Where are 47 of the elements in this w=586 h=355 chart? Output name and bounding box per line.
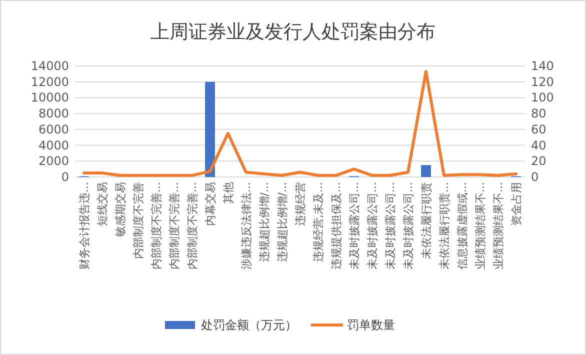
y2-tick-label: 0	[531, 170, 539, 184]
y2-tick-label: 120	[531, 74, 554, 89]
x-tick-label: 内部制度不完善...	[150, 182, 163, 270]
x-tick-label: 违规经营,未及...	[312, 182, 325, 262]
bar	[205, 82, 215, 177]
legend-label: 罚单数量	[347, 318, 395, 332]
x-tick-label: 内幕交易	[204, 182, 217, 226]
y-tick-label: 8000	[38, 106, 69, 121]
x-tick-label: 未及时披露公司...	[348, 182, 361, 270]
x-tick-label: 违规超比例增/...	[258, 182, 271, 262]
y2-tick-label: 20	[531, 154, 546, 168]
x-tick-label: 财务会计报告违...	[78, 182, 91, 270]
y-tick-label: 4000	[38, 138, 69, 152]
x-tick-label: 敏感期交易	[114, 182, 127, 237]
x-tick-label: 信息披露虚假或...	[456, 182, 469, 270]
x-tick-label: 未及时披露公司...	[384, 182, 397, 270]
x-tick-label: 违规提供担保及...	[330, 182, 343, 270]
y2-tick-label: 60	[531, 122, 546, 136]
y-tick-label: 0	[61, 170, 69, 184]
bar	[421, 165, 431, 177]
y2-tick-label: 140	[531, 59, 554, 73]
x-tick-label: 未依法履行职责	[420, 182, 433, 259]
y-tick-label: 10000	[30, 90, 69, 105]
x-tick-label: 未及时披露公司...	[402, 182, 415, 270]
x-tick-label: 内部制度不完善...	[186, 182, 199, 270]
x-tick-label: 内部制度不完善...	[168, 182, 181, 270]
y-tick-label: 12000	[30, 74, 69, 89]
x-tick-label: 未及时披露公司...	[366, 182, 379, 270]
y-tick-label: 6000	[38, 122, 69, 136]
legend-label: 处罚金额（万元）	[201, 318, 297, 332]
y2-tick-label: 80	[531, 106, 546, 121]
x-tick-label: 短线交易	[96, 182, 109, 226]
x-tick-label: 未依法履行职责...	[438, 182, 451, 270]
x-tick-label: 其他	[222, 182, 235, 204]
x-tick-label: 违规超比例增/...	[276, 182, 289, 262]
x-tick-label: 涉嫌违反法律法...	[240, 182, 253, 270]
x-tick-label: 资金占用	[510, 182, 523, 226]
y2-tick-label: 100	[531, 90, 554, 105]
x-tick-label: 业绩预测结果不...	[492, 182, 505, 270]
x-tick-label: 内部制度不完善	[132, 182, 145, 259]
y-tick-label: 2000	[38, 154, 69, 168]
x-tick-label: 违规经营	[294, 182, 307, 226]
y-tick-label: 14000	[30, 59, 69, 73]
chart-title: 上周证券业及发行人处罚案由分布	[150, 21, 436, 43]
x-tick-label: 业绩预测结果不...	[474, 182, 487, 270]
y2-tick-label: 40	[531, 138, 546, 152]
line-series	[82, 70, 518, 177]
